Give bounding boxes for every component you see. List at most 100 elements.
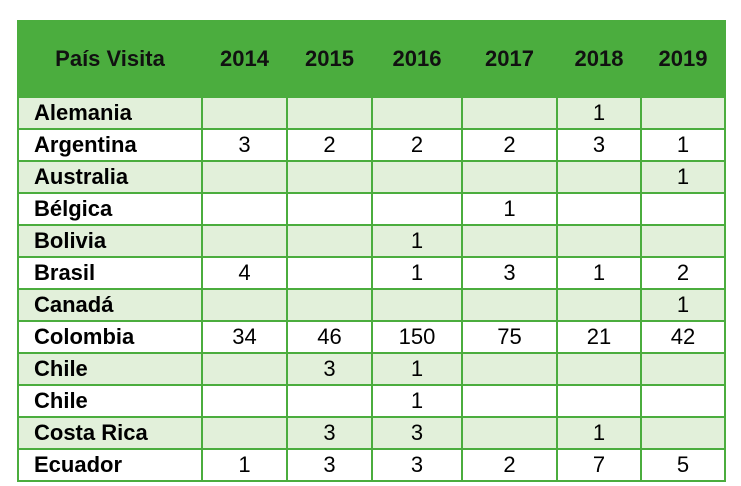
value-cell: 2 [461,128,558,162]
value-cell: 7 [556,448,642,482]
value-cell: 75 [461,320,558,354]
value-cell [556,288,642,322]
header-year: 2015 [286,20,373,98]
value-cell: 3 [286,352,373,386]
value-cell: 3 [286,448,373,482]
table-row: Chile 3 1 [17,352,726,386]
value-cell: 1 [556,416,642,450]
country-cell: Brasil [17,256,203,290]
country-cell: Bélgica [17,192,203,226]
table-row: Ecuador 1 3 3 2 7 5 [17,448,726,482]
value-cell: 1 [371,352,463,386]
header-year: 2014 [201,20,288,98]
country-cell: Argentina [17,128,203,162]
value-cell: 1 [640,128,726,162]
value-cell: 1 [556,256,642,290]
value-cell: 2 [286,128,373,162]
value-cell [371,192,463,226]
value-cell: 2 [640,256,726,290]
country-cell: Chile [17,384,203,418]
table-row: Canadá 1 [17,288,726,322]
value-cell: 3 [286,416,373,450]
value-cell: 3 [461,256,558,290]
value-cell [461,160,558,194]
table-row: Australia 1 [17,160,726,194]
value-cell: 1 [461,192,558,226]
value-cell [461,96,558,130]
value-cell [286,160,373,194]
header-year: 2016 [371,20,463,98]
value-cell [640,192,726,226]
value-cell: 1 [371,224,463,258]
value-cell [461,352,558,386]
value-cell: 2 [461,448,558,482]
value-cell: 3 [556,128,642,162]
table-row: Bélgica 1 [17,192,726,226]
value-cell [640,96,726,130]
value-cell: 3 [201,128,288,162]
value-cell [371,288,463,322]
value-cell: 3 [371,416,463,450]
value-cell [461,288,558,322]
country-cell: Colombia [17,320,203,354]
value-cell [461,416,558,450]
value-cell [640,384,726,418]
value-cell: 4 [201,256,288,290]
value-cell [556,160,642,194]
country-cell: Australia [17,160,203,194]
value-cell [371,160,463,194]
country-cell: Bolivia [17,224,203,258]
value-cell [461,384,558,418]
value-cell [286,192,373,226]
table-row: Alemania 1 [17,96,726,130]
country-cell: Alemania [17,96,203,130]
value-cell: 1 [201,448,288,482]
table-row: Costa Rica 3 3 1 [17,416,726,450]
value-cell: 34 [201,320,288,354]
value-cell: 21 [556,320,642,354]
table-row: Chile 1 [17,384,726,418]
country-cell: Canadá [17,288,203,322]
value-cell [286,96,373,130]
table-row: Brasil 4 1 3 1 2 [17,256,726,290]
value-cell [371,96,463,130]
table-row: Colombia 34 46 150 75 21 42 [17,320,726,354]
value-cell: 1 [371,256,463,290]
value-cell: 1 [371,384,463,418]
value-cell [201,416,288,450]
value-cell: 2 [371,128,463,162]
value-cell [640,224,726,258]
header-row: País Visita 2014 2015 2016 2017 2018 201… [17,20,726,98]
value-cell [201,288,288,322]
value-cell [201,96,288,130]
value-cell [556,224,642,258]
header-year: 2018 [556,20,642,98]
country-cell: Ecuador [17,448,203,482]
table-row: Bolivia 1 [17,224,726,258]
value-cell: 1 [640,160,726,194]
value-cell [286,288,373,322]
value-cell [556,352,642,386]
value-cell [201,192,288,226]
visits-by-country-table: País Visita 2014 2015 2016 2017 2018 201… [17,20,726,482]
country-cell: Costa Rica [17,416,203,450]
country-cell: Chile [17,352,203,386]
visits-table-container: País Visita 2014 2015 2016 2017 2018 201… [17,20,726,482]
value-cell: 5 [640,448,726,482]
value-cell [640,416,726,450]
value-cell: 3 [371,448,463,482]
table-row: Argentina 3 2 2 2 3 1 [17,128,726,162]
value-cell [286,384,373,418]
value-cell: 46 [286,320,373,354]
value-cell [640,352,726,386]
value-cell: 1 [640,288,726,322]
value-cell [201,352,288,386]
value-cell [286,224,373,258]
value-cell [461,224,558,258]
header-country: País Visita [17,20,203,98]
value-cell [201,384,288,418]
value-cell [201,160,288,194]
value-cell: 1 [556,96,642,130]
value-cell [201,224,288,258]
value-cell [556,192,642,226]
